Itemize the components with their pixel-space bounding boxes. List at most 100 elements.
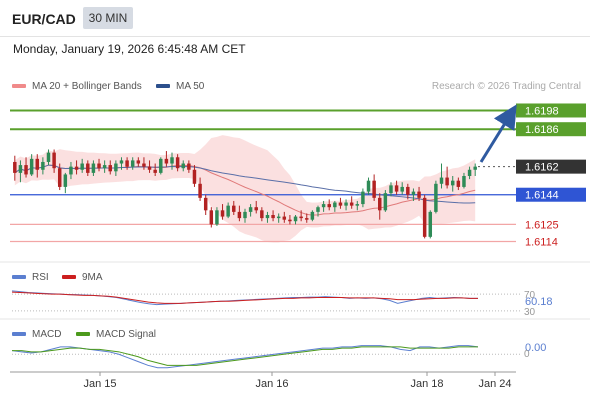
candle (147, 166, 152, 170)
candle (187, 163, 191, 170)
rsi-series-1 (11, 291, 478, 304)
candle (428, 211, 433, 237)
candle (142, 163, 146, 167)
candle (13, 161, 17, 173)
candle (63, 174, 68, 187)
candle (80, 163, 84, 170)
level-box-0 (516, 103, 586, 118)
candle (248, 207, 253, 212)
ma20-swatch (12, 84, 26, 89)
candle (282, 216, 287, 220)
candle (271, 215, 275, 219)
candle (327, 204, 331, 208)
level-label-0: 1.6198 (525, 105, 559, 117)
candle (361, 191, 365, 205)
candle (209, 210, 214, 225)
level-label-4: 1.6125 (525, 219, 559, 231)
timeframe-badge[interactable]: 30 MIN (83, 7, 133, 29)
candle (86, 163, 90, 173)
level-box-3 (516, 187, 586, 202)
candle (108, 165, 112, 172)
candle (293, 216, 298, 222)
candle (52, 152, 56, 169)
candle (215, 210, 219, 225)
candle (450, 180, 455, 186)
legend-macd-label: MACD (32, 329, 62, 340)
candle (260, 210, 264, 219)
candle (46, 152, 51, 162)
candle (35, 158, 40, 170)
macd-series-1 (12, 346, 478, 366)
candle (181, 163, 185, 169)
legend-ma20: MA 20 + Bollinger Bands (12, 81, 142, 92)
legend-macd-signal-label: MACD Signal (96, 329, 157, 340)
candle (422, 197, 427, 237)
candle (349, 202, 354, 206)
candle (383, 193, 388, 211)
candle (406, 186, 410, 195)
candle (288, 219, 292, 222)
candle (91, 163, 96, 173)
candle (344, 202, 348, 206)
chart-header: EUR/CAD 30 MIN (0, 0, 590, 37)
candle (243, 211, 247, 219)
candle (74, 166, 79, 170)
rsi-tick-30: 30 (524, 307, 536, 318)
legend-ma50: MA 50 (156, 81, 204, 92)
candle (434, 183, 438, 212)
x-tick-label-0: Jan 15 (83, 378, 116, 390)
candle (276, 216, 281, 219)
ma50-swatch (156, 84, 170, 89)
candle (164, 158, 169, 164)
candle (400, 186, 404, 192)
candle (265, 215, 270, 219)
candle (203, 197, 208, 211)
legend-ma20-label: MA 20 + Bollinger Bands (32, 81, 142, 92)
candle (417, 191, 421, 198)
candle (69, 166, 73, 175)
legend-rsi: RSI (12, 272, 49, 283)
candle (175, 157, 180, 169)
candle (232, 205, 236, 212)
rsi-swatch (12, 275, 26, 280)
macd-zero-tick: 0 (524, 349, 530, 360)
timestamp: Monday, January 19, 2026 6:45:48 AM CET (13, 42, 246, 56)
candle (18, 165, 23, 173)
candle (159, 158, 163, 173)
candle (226, 205, 230, 217)
candle (153, 169, 157, 173)
bollinger-band (14, 135, 476, 243)
candle (439, 177, 444, 184)
candle (366, 180, 371, 192)
candle (102, 165, 107, 169)
macd-series-0 (11, 345, 479, 369)
level-label-5: 1.6114 (525, 237, 558, 249)
candle (119, 160, 124, 164)
candle (456, 180, 461, 187)
candle (130, 160, 135, 167)
candle (305, 218, 309, 220)
candle (333, 202, 337, 208)
candle (114, 163, 118, 172)
candle (394, 185, 399, 192)
candle (372, 180, 376, 198)
rsi-series-0 (11, 290, 478, 306)
ma20-line (14, 164, 476, 216)
candle (462, 176, 466, 187)
level-box-2 (516, 159, 586, 174)
legend-ma50-label: MA 50 (176, 81, 205, 92)
candle (411, 191, 416, 195)
candle (198, 183, 202, 198)
projection-arrow (479, 104, 517, 163)
candle (125, 160, 129, 167)
candle (57, 168, 62, 187)
candle (467, 169, 472, 176)
candle (445, 177, 449, 186)
research-credit: Research © 2026 Trading Central (431, 81, 581, 92)
candle (299, 216, 303, 219)
candle (355, 204, 360, 206)
candle (24, 165, 28, 175)
legend-rsi-label: RSI (32, 272, 49, 283)
legend-macd: MACD (12, 329, 61, 340)
